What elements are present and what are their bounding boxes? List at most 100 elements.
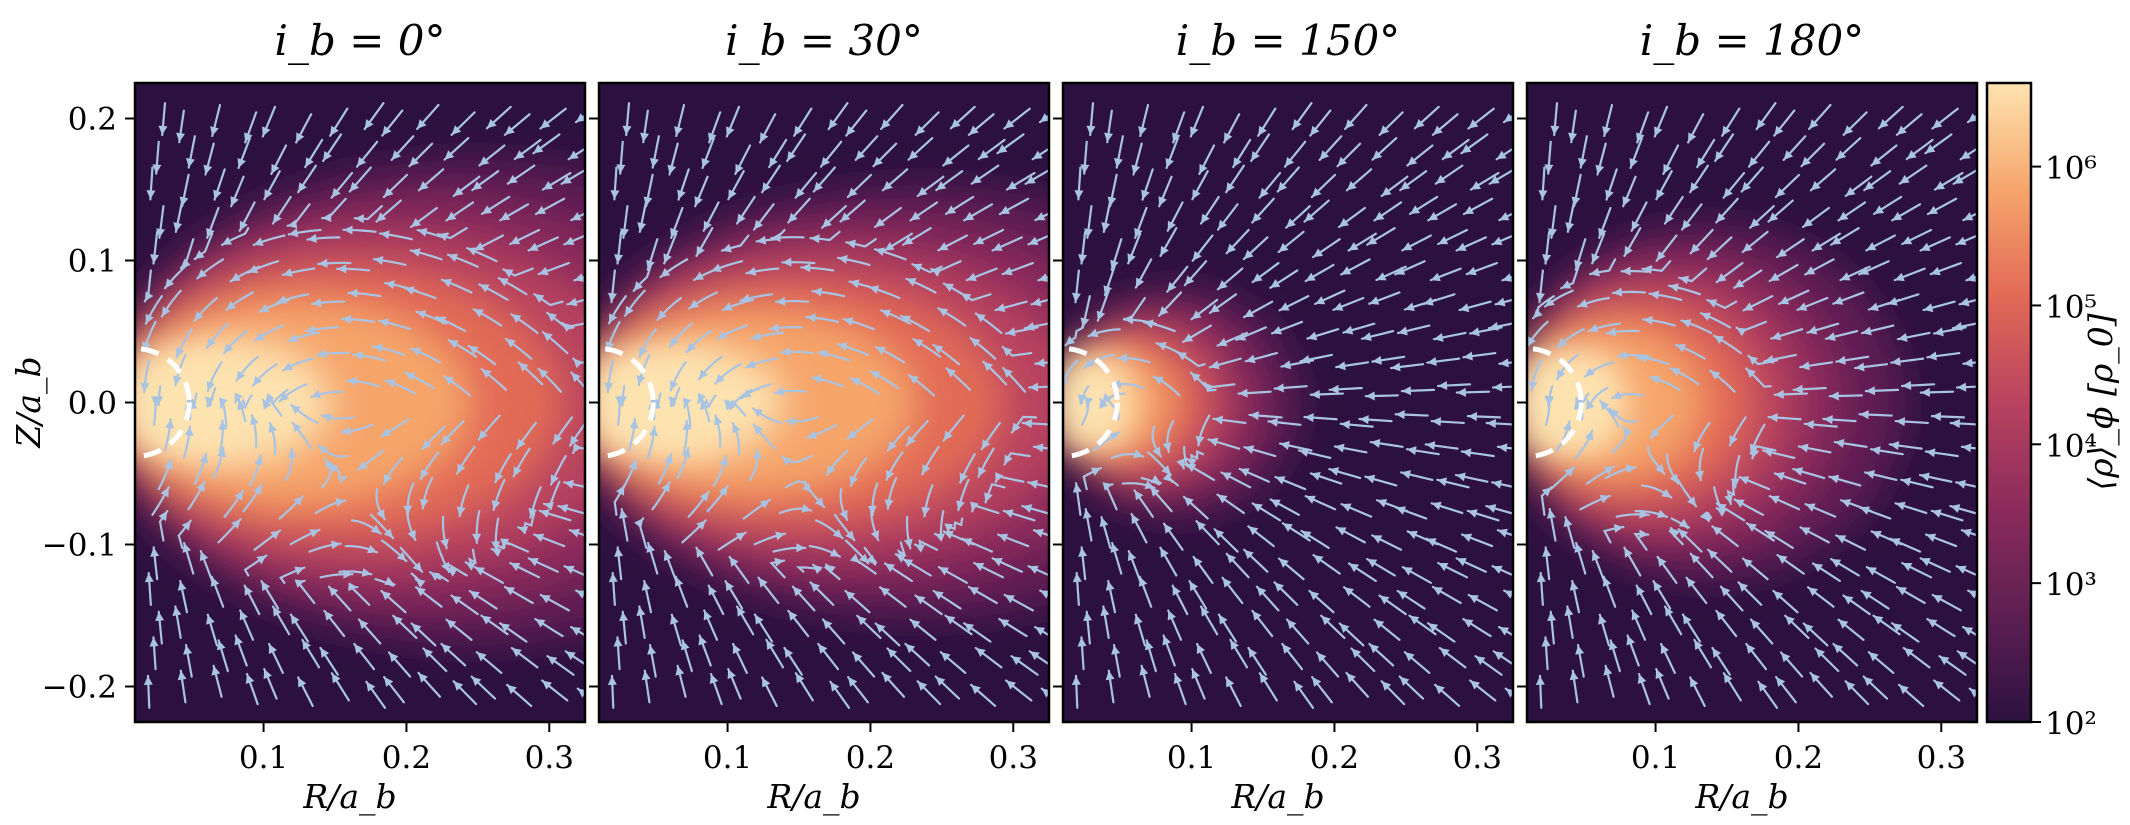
- streamline-arrow: [718, 486, 728, 497]
- streamline-arrow: [273, 606, 282, 617]
- streamline-arrow: [847, 429, 858, 440]
- streamline-arrow: [1801, 156, 1812, 167]
- streamline-arrow: [1165, 157, 1174, 168]
- streamline-arrow: [1613, 524, 1624, 533]
- streamline-arrow: [1622, 196, 1631, 207]
- streamline-arrow: [829, 548, 840, 557]
- streamline-arrow: [1968, 113, 1977, 123]
- streamline-arrow: [618, 509, 628, 519]
- streamline-arrow: [1829, 474, 1840, 484]
- streamline-arrow: [978, 150, 989, 160]
- streamline-arrow: [420, 468, 429, 479]
- streamline-arrow: [1956, 479, 1966, 489]
- panel-title: i_b = 180°: [1640, 16, 1864, 65]
- streamline-arrow: [152, 164, 162, 174]
- streamline-arrow: [1381, 186, 1392, 196]
- streamline-arrow: [1961, 528, 1972, 538]
- streamline-arrow: [1546, 509, 1556, 519]
- streamline-arrow: [328, 586, 339, 597]
- streamline-arrow: [268, 644, 278, 655]
- streamline-arrow: [1925, 144, 1936, 154]
- y-tick-label: 0.0: [68, 386, 117, 422]
- streamline-arrow: [1798, 443, 1809, 453]
- streamline-arrow: [486, 118, 497, 129]
- streamline-arrow: [887, 648, 898, 659]
- streamline-arrow: [810, 582, 821, 592]
- streamline-arrow: [1072, 483, 1082, 493]
- streamline-arrow: [1542, 547, 1552, 557]
- streamline-arrow: [728, 189, 737, 200]
- streamline-arrow: [558, 504, 569, 513]
- streamline-arrow: [1550, 125, 1560, 135]
- streamline-arrow: [1749, 443, 1759, 454]
- streamline-arrow: [1564, 467, 1575, 477]
- streamline-arrow: [244, 585, 253, 596]
- streamline-arrow: [384, 677, 394, 687]
- streamline-arrow: [1777, 555, 1788, 564]
- streamline-arrow: [1803, 623, 1814, 633]
- streamline-arrow: [1678, 518, 1689, 528]
- streamline-arrow: [194, 250, 205, 260]
- streamline-arrow: [337, 264, 347, 274]
- streamline-arrow: [722, 302, 733, 311]
- streamline-arrow: [1657, 556, 1667, 567]
- streamline-arrow: [516, 438, 526, 449]
- streamline-arrow: [1339, 623, 1350, 633]
- streamline-arrow: [543, 501, 554, 511]
- streamline-arrow: [1563, 517, 1573, 528]
- streamline-arrow: [660, 268, 671, 278]
- streamline-arrow: [1682, 614, 1692, 625]
- streamline-arrow: [1461, 144, 1472, 154]
- streamline-arrow: [1028, 565, 1039, 574]
- streamline-arrow: [936, 181, 947, 191]
- streamline-arrow: [366, 544, 377, 554]
- streamline-arrow: [1376, 272, 1387, 281]
- streamline-arrow: [974, 562, 985, 572]
- streamline-arrow: [149, 637, 159, 647]
- streamline-arrow: [1902, 381, 1912, 391]
- streamline-arrow: [813, 181, 824, 192]
- streamline-arrow: [1004, 594, 1015, 604]
- streamline-arrow: [850, 377, 861, 387]
- streamline-arrow: [641, 670, 651, 681]
- streamline-arrow: [547, 312, 558, 322]
- streamline-arrow: [1071, 675, 1081, 686]
- streamline-arrow: [383, 187, 394, 198]
- streamline-arrow: [507, 684, 517, 695]
- streamline-arrow: [813, 564, 823, 575]
- streamline-arrow: [1372, 150, 1383, 160]
- streamline-arrow: [1889, 441, 1900, 451]
- streamline-arrow: [1172, 132, 1181, 143]
- streamline-arrow: [418, 181, 429, 191]
- streamline-arrow: [998, 533, 1009, 542]
- streamline-arrow: [1080, 317, 1090, 328]
- streamline-arrow: [1631, 220, 1640, 231]
- streamline-arrow: [703, 220, 712, 231]
- streamline-arrow: [1346, 672, 1356, 683]
- x-tick-label: 0.3: [1917, 740, 1966, 776]
- streamline-arrow: [1442, 150, 1453, 160]
- streamline-arrow: [316, 349, 327, 359]
- streamline-arrow: [206, 381, 215, 392]
- streamline-arrow: [393, 615, 403, 626]
- streamline-arrow: [725, 581, 735, 592]
- streamline-arrow: [1305, 272, 1316, 282]
- streamline-arrow: [1456, 387, 1466, 397]
- streamline-arrow: [1370, 438, 1381, 448]
- streamline-arrow: [1035, 212, 1046, 221]
- streamline-arrow: [341, 426, 351, 436]
- streamline-arrow: [1637, 673, 1647, 684]
- streamline-arrow: [1409, 615, 1420, 625]
- streamline-arrow: [1183, 333, 1194, 342]
- streamline-arrow: [1292, 119, 1302, 130]
- streamline-arrow: [1438, 562, 1449, 572]
- streamline-arrow: [830, 681, 840, 692]
- streamline-arrow: [1497, 443, 1508, 453]
- streamline-arrow: [373, 255, 384, 265]
- streamline-arrow: [1029, 651, 1040, 661]
- streamline-arrow: [983, 361, 994, 372]
- streamline-arrow: [1139, 665, 1149, 676]
- colorbar-tick-label: 10³: [2045, 567, 2097, 603]
- streamline-arrow: [1541, 487, 1552, 497]
- streamline-arrow: [1499, 358, 1509, 368]
